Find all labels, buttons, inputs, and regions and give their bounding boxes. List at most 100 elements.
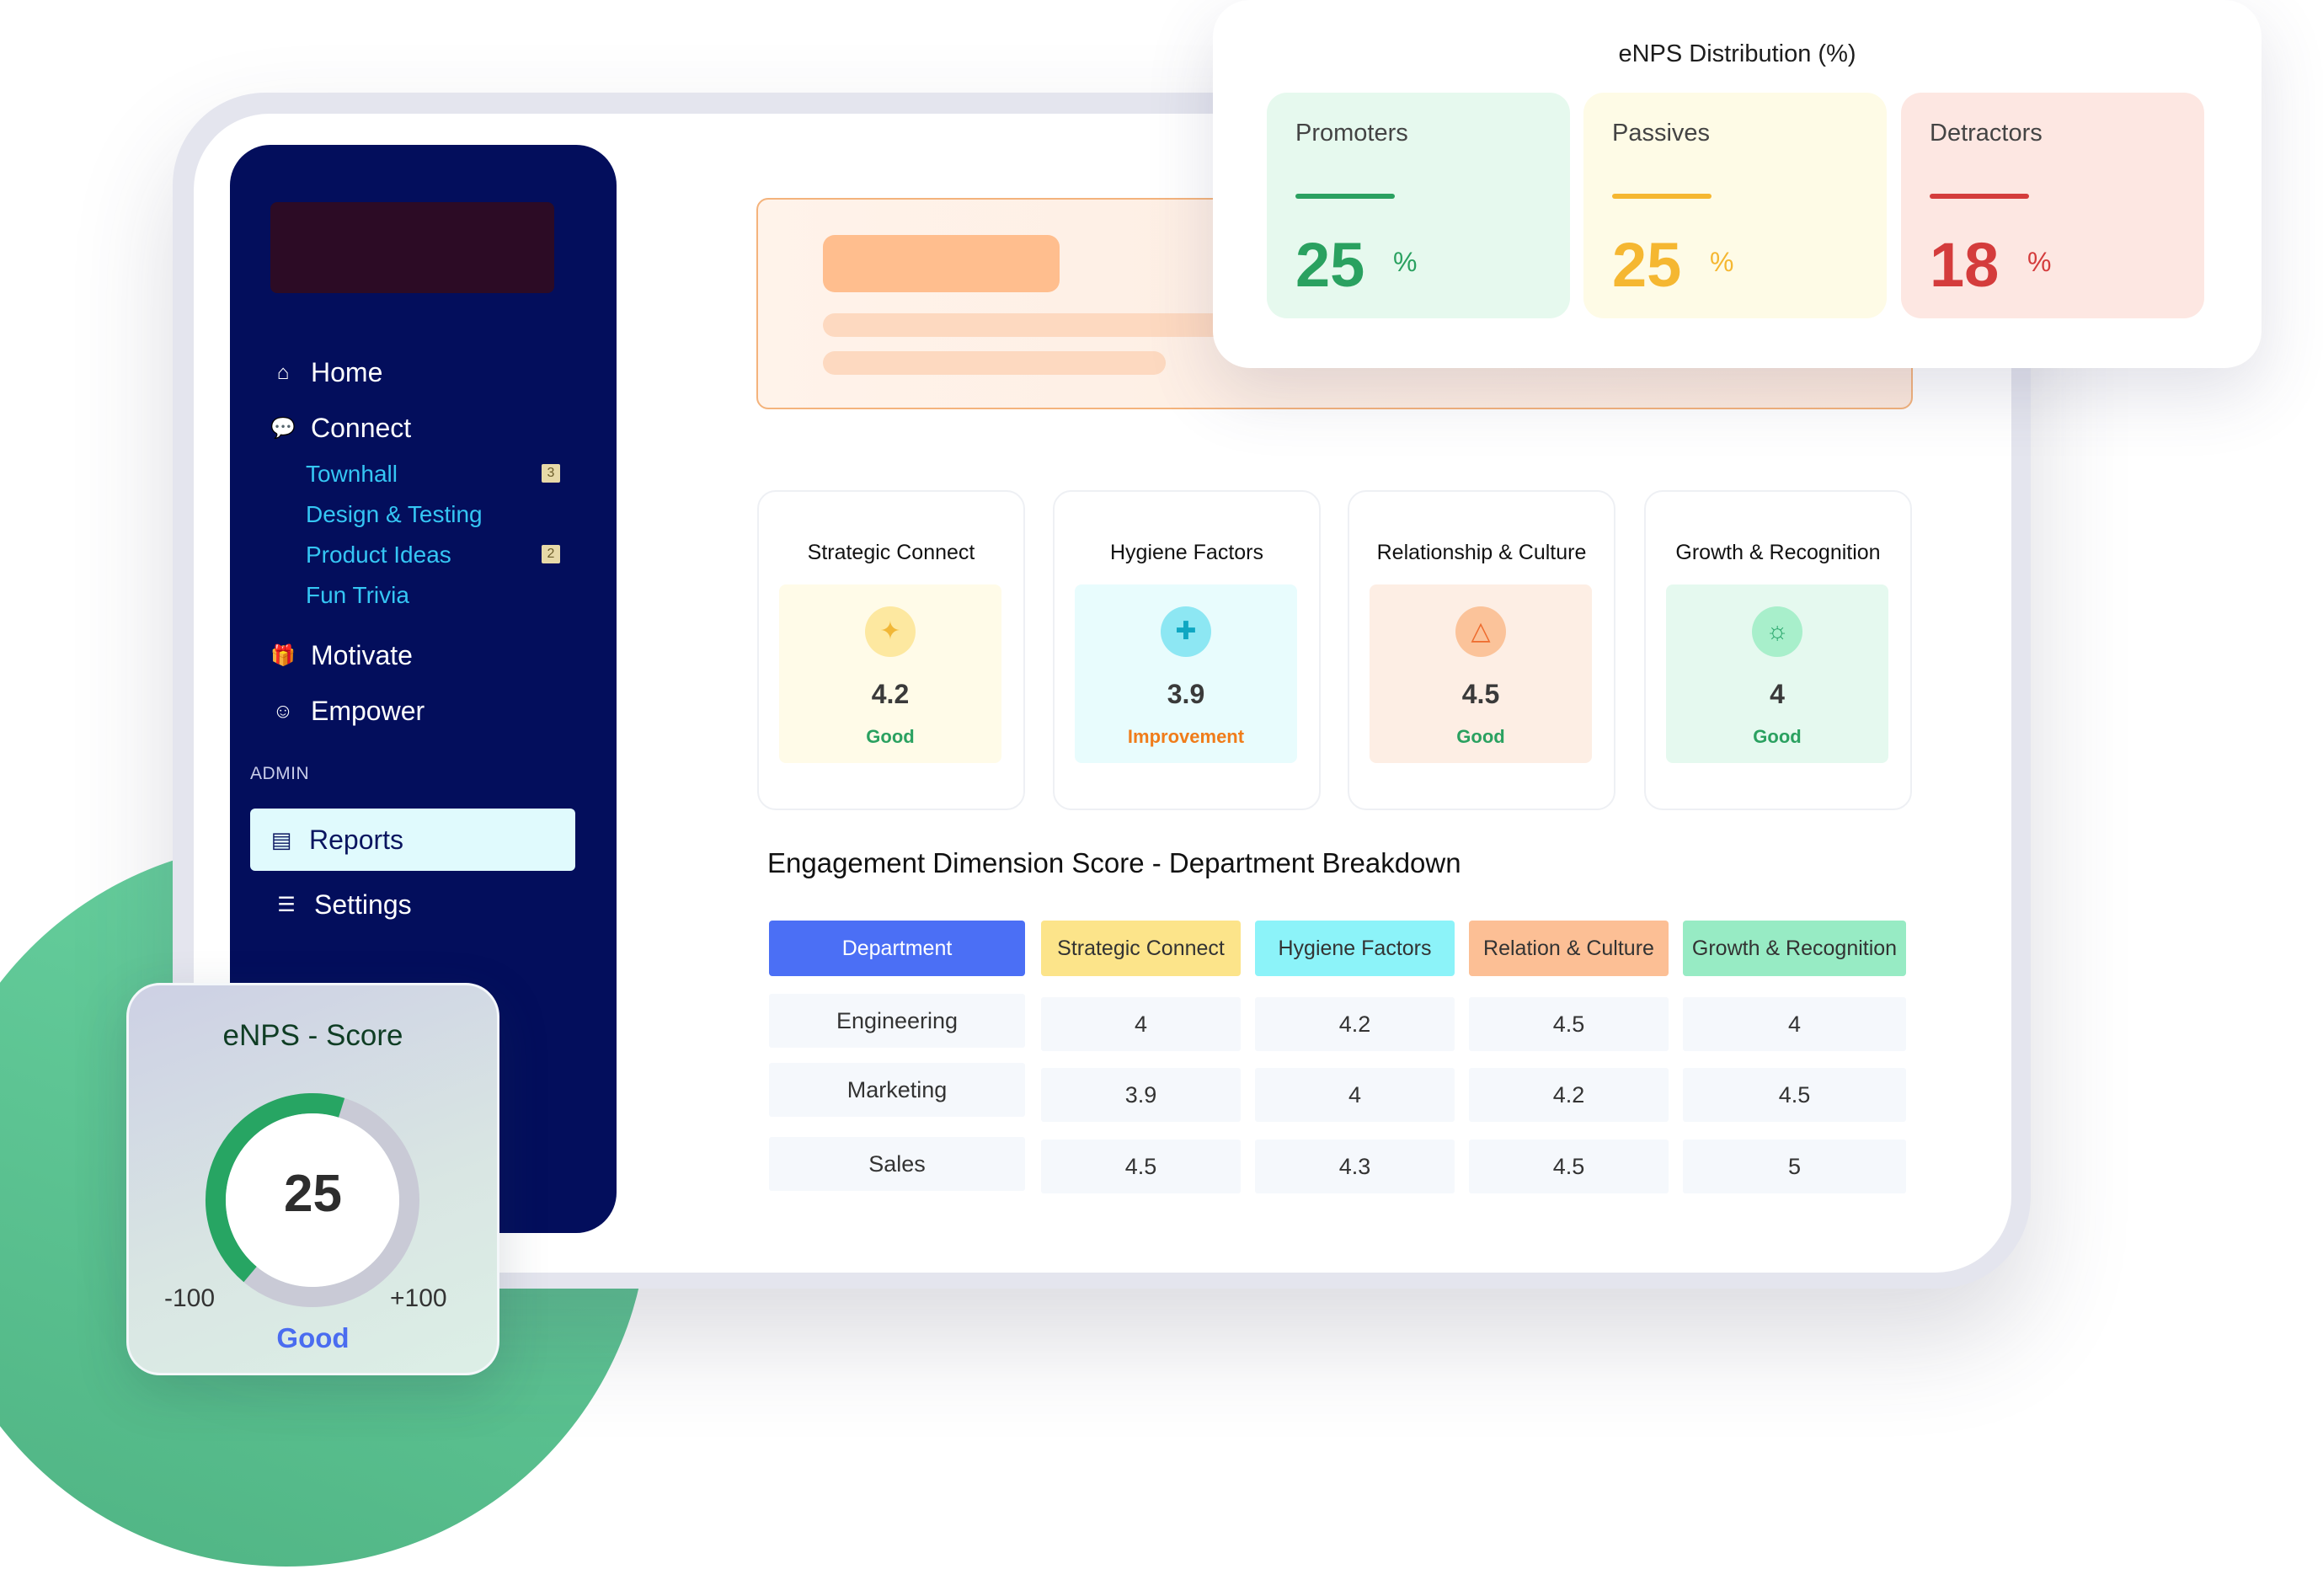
dimension-title: Strategic Connect [807,541,975,564]
nav-item-label: Connect [311,413,412,443]
table-cell: 4.2 [1469,1068,1669,1122]
promoters-accent-line [1295,194,1395,199]
dimension-score: 4.5 [1461,679,1500,709]
detractors-box: Detractors 18 % [1901,93,2204,318]
detractors-accent-line [1930,194,2029,199]
dimension-score: 4.2 [871,679,910,709]
enps-distribution-card: eNPS Distribution (%) Promoters 25 % Pas… [1213,0,2262,368]
smile-icon: ☺ [272,699,294,723]
table-cell: 4 [1041,997,1241,1051]
gauge-center [226,1113,399,1287]
distribution-title: eNPS Distribution (%) [1618,40,1856,67]
dimension-score-panel: ✦ 4.2 Good [779,584,1001,763]
nav-item-reports[interactable]: ▤ Reports [250,809,575,871]
nav-item-settings[interactable]: ☰ Settings [274,889,412,921]
table-title: Engagement Dimension Score - Department … [767,847,1461,878]
triangle-people-icon: △ [1455,606,1506,657]
nav-item-motivate[interactable]: 🎁 Motivate [270,640,413,671]
nav-item-home[interactable]: ⌂ Home [270,357,383,388]
dimension-status: Improvement [1127,726,1245,747]
dimension-title: Hygiene Factors [1109,541,1264,564]
banner-text-placeholder [823,351,1166,375]
lightbulb-icon: ☼ [1752,606,1802,657]
nav-item-empower[interactable]: ☺ Empower [270,696,425,727]
table-cell: 4.5 [1041,1140,1241,1193]
table-cell-department: Marketing [769,1063,1025,1117]
product-ideas-count-badge: 2 [542,545,560,563]
column-header-department[interactable]: Department [769,921,1025,976]
dimension-score-panel: ✚ 3.9 Improvement [1075,584,1297,763]
nav-item-label: Empower [311,696,425,726]
column-header-strategic-connect[interactable]: Strategic Connect [1041,921,1241,976]
table-cell: 4.3 [1255,1140,1455,1193]
chat-icon: 💬 [270,416,296,440]
dimension-score: 3.9 [1167,679,1205,709]
promoters-value: 25 [1295,230,1365,300]
sanitizer-icon: ✚ [1161,606,1211,657]
score-gauge [206,1092,419,1307]
detractors-label: Detractors [1930,120,2043,147]
score-title: eNPS - Score [222,1019,403,1052]
dimension-title: Relationship & Culture [1376,541,1587,564]
dimension-score: 4 [1770,679,1785,709]
dimension-card-relationship-culture[interactable]: Relationship & Culture △ 4.5 Good [1348,490,1615,810]
nav-item-label: Settings [314,889,412,920]
sub-item-fun-trivia[interactable]: Fun Trivia [306,582,409,608]
sub-item-product-ideas[interactable]: Product Ideas [306,542,451,568]
passives-box: Passives 25 % [1583,93,1887,318]
dimension-title: Growth & Recognition [1675,541,1881,564]
table-cell: 5 [1683,1140,1906,1193]
nav-item-label: Reports [309,824,404,855]
dimension-score-panel: ☼ 4 Good [1666,584,1888,763]
table-cell: 4.2 [1255,997,1455,1051]
sliders-icon: ☰ [277,893,296,916]
dimension-status: Good [866,726,915,747]
detractors-value: 18 [1930,230,2000,300]
nav-item-connect[interactable]: 💬 Connect [270,413,411,444]
townhall-count-badge: 3 [542,464,560,483]
table-cell: 4.5 [1683,1068,1906,1122]
table-cell: 4 [1683,997,1906,1051]
table-cell: 3.9 [1041,1068,1241,1122]
score-status: Good [276,1322,350,1353]
passives-value: 25 [1612,230,1682,300]
enps-score-card: eNPS - Score 25 -100 +100 Good [126,983,499,1375]
dimension-status: Good [1456,726,1505,747]
gauge-fill [206,1092,345,1283]
sub-item-design-testing[interactable]: Design & Testing [306,501,483,527]
promoters-label: Promoters [1295,120,1408,147]
passives-accent-line [1612,194,1712,199]
detractors-unit: % [2027,247,2052,277]
column-header-hygiene-factors[interactable]: Hygiene Factors [1255,921,1455,976]
gift-icon: 🎁 [270,643,296,667]
promoters-box: Promoters 25 % [1267,93,1570,318]
table-cell: 4 [1255,1068,1455,1122]
table-cell: 4.5 [1469,1140,1669,1193]
home-icon: ⌂ [276,360,290,384]
score-value: 25 [284,1165,342,1223]
nav-item-label: Motivate [311,640,413,670]
puzzle-icon: ✦ [865,606,916,657]
logo-placeholder [270,202,554,293]
dimension-score-panel: △ 4.5 Good [1370,584,1592,763]
nav-item-label: Home [311,357,383,387]
score-max-label: +100 [390,1284,447,1312]
promoters-unit: % [1393,247,1418,277]
score-min-label: -100 [164,1284,216,1312]
table-cell-department: Engineering [769,994,1025,1048]
reports-icon: ▤ [270,826,292,852]
passives-unit: % [1710,247,1734,277]
table-cell-department: Sales [769,1137,1025,1191]
dimension-status: Good [1753,726,1802,747]
banner-title-placeholder [823,235,1060,292]
passives-label: Passives [1612,120,1711,147]
column-header-relation-culture[interactable]: Relation & Culture [1469,921,1669,976]
dimension-card-strategic-connect[interactable]: Strategic Connect ✦ 4.2 Good [757,490,1025,810]
table-cell: 4.5 [1469,997,1669,1051]
column-header-growth-recognition[interactable]: Growth & Recognition [1683,921,1906,976]
banner-text-placeholder [823,313,1261,337]
dimension-card-growth-recognition[interactable]: Growth & Recognition ☼ 4 Good [1644,490,1912,810]
sub-item-townhall[interactable]: Townhall [306,461,398,487]
dimension-card-hygiene-factors[interactable]: Hygiene Factors ✚ 3.9 Improvement [1053,490,1321,810]
admin-section-label: ADMIN [250,764,310,783]
